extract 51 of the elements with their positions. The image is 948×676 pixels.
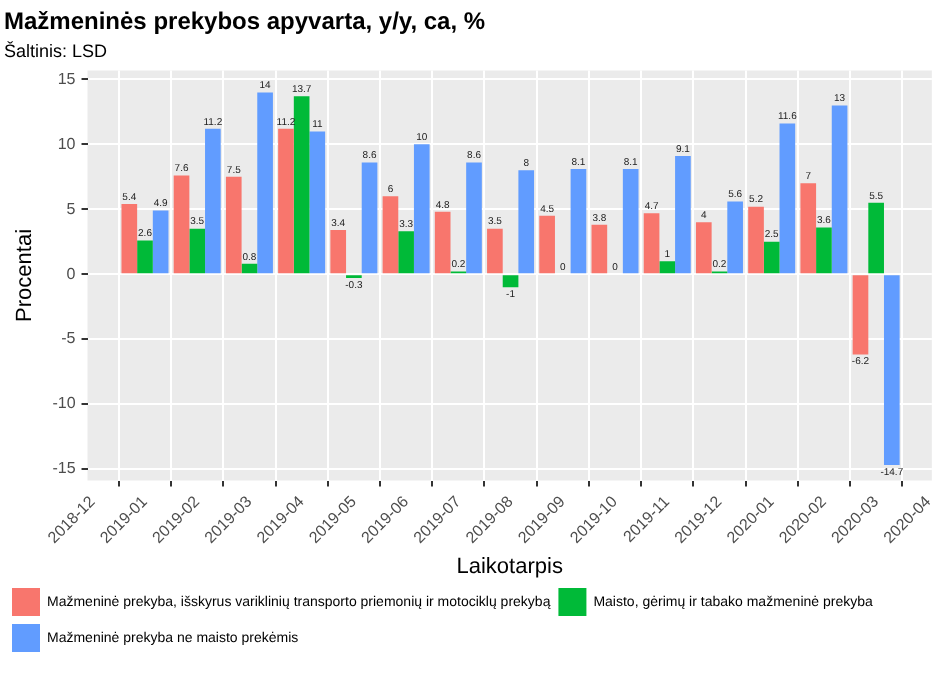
- bar: [570, 169, 587, 274]
- bar: [137, 240, 153, 274]
- bar: [883, 275, 900, 465]
- bar: [278, 128, 294, 274]
- bar: [434, 211, 451, 274]
- bar: [225, 176, 242, 274]
- bar: [121, 204, 138, 274]
- chart-subtitle: Šaltinis: LSD: [4, 40, 109, 61]
- bar: [800, 183, 817, 274]
- bar: [189, 228, 206, 274]
- y-tick-label: 5: [66, 199, 77, 218]
- bar: [763, 241, 780, 274]
- bar: [466, 162, 482, 274]
- bar: [591, 224, 608, 274]
- bar: [748, 206, 764, 274]
- y-tick-label: -15: [52, 459, 77, 478]
- bar: [382, 196, 399, 274]
- bar: [695, 222, 712, 274]
- bar: [257, 92, 273, 274]
- bar: [398, 231, 414, 274]
- bar: [487, 228, 503, 274]
- y-tick-label: 10: [57, 134, 77, 153]
- bar: [330, 230, 347, 274]
- bar: [205, 128, 221, 274]
- bar: [539, 215, 555, 274]
- x-axis-title: Laikotarpis: [456, 554, 564, 579]
- bar: [643, 213, 660, 274]
- bar: [361, 162, 378, 274]
- bar: [659, 261, 676, 274]
- bar: [727, 201, 743, 274]
- bar: [831, 105, 848, 274]
- y-tick-label: 15: [57, 69, 77, 88]
- bar: [518, 170, 535, 274]
- bar: [868, 202, 884, 274]
- bar: [622, 169, 639, 274]
- y-tick-label: 0: [66, 264, 77, 283]
- y-tick-label: -5: [61, 329, 77, 348]
- bar: [241, 263, 258, 274]
- bar: [779, 123, 796, 274]
- bar: [152, 210, 169, 274]
- bar: [675, 156, 691, 274]
- y-tick-label: -10: [52, 394, 77, 413]
- bar: [173, 175, 190, 274]
- y-axis-title: Procentai: [13, 228, 38, 322]
- bar: [309, 131, 326, 274]
- bar: [413, 144, 430, 274]
- chart-title: Mažmeninės prekybos apyvarta, y/y, ca, %: [4, 7, 486, 36]
- bar: [852, 275, 869, 355]
- bar: [816, 227, 832, 274]
- bar: [502, 275, 519, 288]
- bar: [293, 96, 310, 274]
